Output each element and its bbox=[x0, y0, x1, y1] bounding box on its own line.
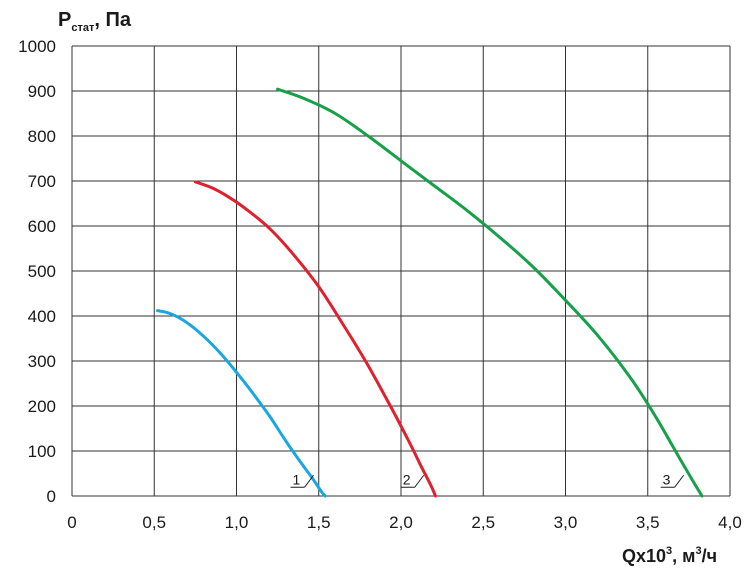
curve-label-3: 3 bbox=[663, 471, 671, 487]
x-tick-label: 3,0 bbox=[554, 513, 578, 532]
curve-labels: 1 2 3 bbox=[290, 471, 685, 488]
x-tick-label: 4,0 bbox=[718, 513, 742, 532]
x-tick-label: 0,5 bbox=[142, 513, 166, 532]
y-tick-label: 700 bbox=[28, 172, 56, 191]
x-tick-label: 1,0 bbox=[225, 513, 249, 532]
curve-3 bbox=[276, 87, 704, 498]
y-tick-labels: 0 100 200 300 400 500 600 700 800 900 1000 bbox=[18, 37, 56, 506]
curve-label-leader bbox=[674, 474, 685, 488]
curve-label-2: 2 bbox=[403, 471, 411, 487]
x-tick-labels: 0 0,5 1,0 1,5 2,0 2,5 3,0 3,5 4,0 bbox=[67, 513, 742, 532]
y-tick-label: 200 bbox=[28, 397, 56, 416]
y-tick-label: 1000 bbox=[18, 37, 56, 56]
y-tick-label: 500 bbox=[28, 262, 56, 281]
y-tick-label: 100 bbox=[28, 442, 56, 461]
curve-2 bbox=[193, 180, 437, 498]
y-tick-label: 900 bbox=[28, 82, 56, 101]
curve-label-leader bbox=[304, 474, 314, 488]
x-tick-label: 2,5 bbox=[471, 513, 495, 532]
y-tick-label: 0 bbox=[47, 487, 56, 506]
x-tick-label: 1,5 bbox=[307, 513, 331, 532]
x-tick-label: 3,5 bbox=[636, 513, 660, 532]
x-tick-label: 0 bbox=[67, 513, 76, 532]
y-tick-label: 800 bbox=[28, 127, 56, 146]
curve-label-1: 1 bbox=[293, 471, 301, 487]
grid bbox=[71, 45, 731, 497]
curve-1 bbox=[156, 309, 327, 498]
curves bbox=[156, 87, 704, 498]
x-tick-label: 2,0 bbox=[389, 513, 413, 532]
y-tick-label: 300 bbox=[28, 352, 56, 371]
y-tick-label: 600 bbox=[28, 217, 56, 236]
y-axis-title: Pстат, Па bbox=[58, 9, 132, 34]
curve-label-leader bbox=[414, 474, 425, 488]
y-tick-label: 400 bbox=[28, 307, 56, 326]
x-axis-title: Qx103, м3/ч bbox=[622, 545, 717, 566]
